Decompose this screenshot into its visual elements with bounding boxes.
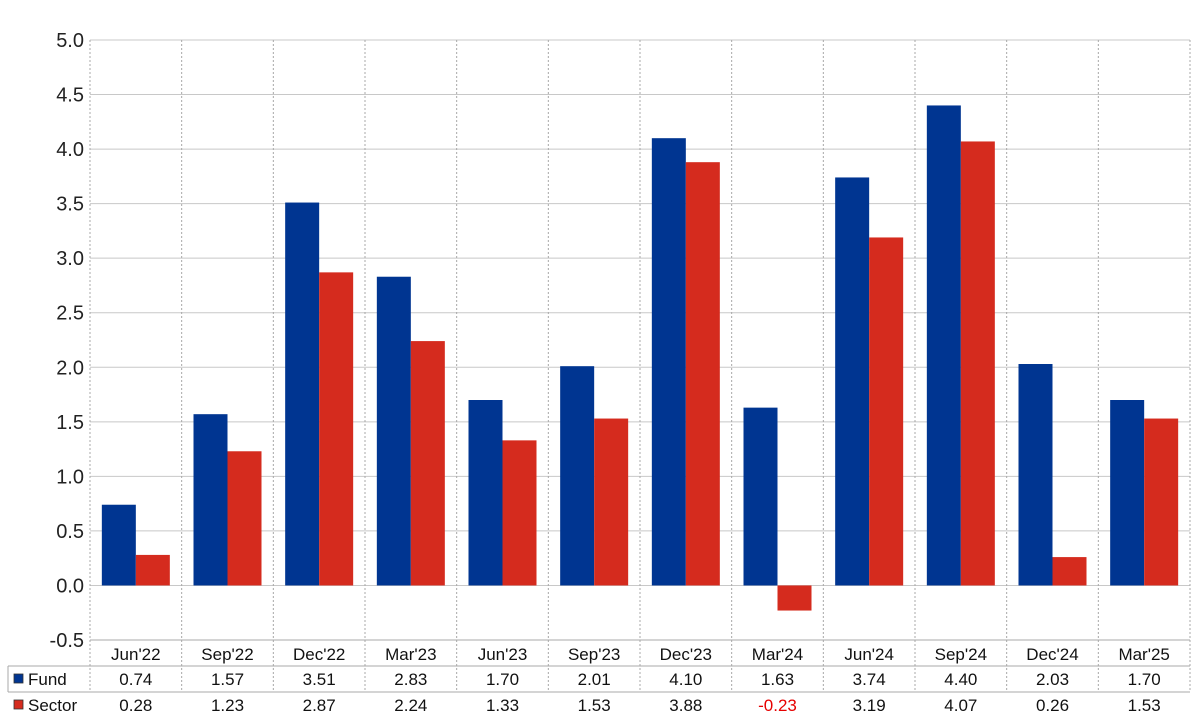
bar-sector — [135, 554, 170, 586]
bar-fund — [1110, 400, 1145, 586]
data-label-sector: 1.53 — [1128, 696, 1161, 715]
x-tick-label: Jun'23 — [478, 645, 528, 664]
data-label-sector: 3.19 — [853, 696, 886, 715]
data-label-sector: 1.23 — [211, 696, 244, 715]
y-tick-label: 2.5 — [56, 303, 84, 325]
data-label-sector: 2.87 — [303, 696, 336, 715]
y-tick-label: 0.0 — [56, 575, 84, 597]
x-tick-label: Sep'23 — [568, 645, 620, 664]
data-label-sector: 0.26 — [1036, 696, 1069, 715]
data-label-sector: 3.88 — [669, 696, 702, 715]
y-tick-label: 1.5 — [56, 412, 84, 434]
bar-fund — [468, 400, 503, 586]
data-label-fund: 3.51 — [303, 670, 336, 689]
bar-sector — [410, 341, 445, 586]
data-label-fund: 0.74 — [119, 670, 152, 689]
x-tick-label: Dec'22 — [293, 645, 345, 664]
bar-fund — [376, 276, 411, 586]
data-label-fund: 4.40 — [944, 670, 977, 689]
legend-swatch-fund — [13, 673, 24, 684]
data-label-fund: 1.70 — [486, 670, 519, 689]
legend-label-fund: Fund — [28, 670, 67, 689]
data-label-fund: 1.57 — [211, 670, 244, 689]
bar-sector — [594, 418, 629, 586]
x-tick-label: Jun'22 — [111, 645, 161, 664]
bar-fund — [285, 202, 320, 586]
bars — [101, 105, 1179, 611]
x-tick-label: Sep'22 — [201, 645, 253, 664]
data-label-sector: 2.24 — [394, 696, 427, 715]
data-table: Jun'22 Sep'22 Dec'22 Mar'23 Jun'23 Sep'23 Dec'… — [7, 639, 1190, 715]
bar-sector — [227, 451, 262, 586]
data-label-sector: 1.33 — [486, 696, 519, 715]
data-label-fund: 1.63 — [761, 670, 794, 689]
bar-sector — [1052, 557, 1087, 586]
y-tick-label: -0.5 — [50, 630, 84, 652]
data-label-fund: 4.10 — [669, 670, 702, 689]
data-label-fund: 2.01 — [578, 670, 611, 689]
y-tick-label: 3.0 — [56, 248, 84, 270]
bar-sector — [960, 141, 995, 586]
y-tick-label: 4.0 — [56, 139, 84, 161]
data-label-fund: 2.03 — [1036, 670, 1069, 689]
y-tick-label: 5.0 — [56, 30, 84, 52]
data-label-fund: 3.74 — [853, 670, 886, 689]
x-tick-label: Dec'24 — [1026, 645, 1078, 664]
bar-fund — [651, 138, 686, 586]
y-tick-label: 4.5 — [56, 85, 84, 107]
x-tick-label: Dec'23 — [660, 645, 712, 664]
bar-fund — [1018, 364, 1053, 586]
bar-sector — [1144, 418, 1179, 586]
bar-fund — [835, 177, 870, 586]
data-label-fund: 2.83 — [394, 670, 427, 689]
bar-fund — [193, 414, 228, 586]
y-tick-label: 3.5 — [56, 194, 84, 216]
data-label-sector: -0.23 — [758, 696, 797, 715]
y-tick-label: 1.0 — [56, 466, 84, 488]
x-tick-label: Mar'24 — [752, 645, 803, 664]
bar-sector — [869, 237, 904, 586]
bar-sector — [502, 440, 537, 586]
bar-fund — [101, 504, 136, 586]
x-tick-label: Mar'23 — [385, 645, 436, 664]
bar-fund — [560, 366, 595, 586]
gridlines — [89, 39, 1191, 692]
legend-swatch-sector — [13, 699, 24, 710]
data-label-fund: 1.70 — [1128, 670, 1161, 689]
y-axis: -0.5 0.0 0.5 1.0 1.5 2.0 2.5 3.0 3.5 4.0 4.5 5.0 — [50, 30, 84, 652]
y-tick-label: 2.0 — [56, 357, 84, 379]
x-tick-label: Sep'24 — [935, 645, 987, 664]
bar-fund — [743, 407, 778, 586]
data-label-sector: 0.28 — [119, 696, 152, 715]
y-tick-label: 0.5 — [56, 521, 84, 543]
data-label-sector: 4.07 — [944, 696, 977, 715]
x-tick-label: Mar'25 — [1118, 645, 1169, 664]
bar-fund — [926, 105, 961, 586]
x-tick-label: Jun'24 — [844, 645, 894, 664]
bar-sector — [777, 585, 812, 611]
bar-sector — [319, 272, 354, 586]
bar-sector — [685, 162, 720, 586]
data-label-sector: 1.53 — [578, 696, 611, 715]
legend-label-sector: Sector — [28, 696, 77, 715]
